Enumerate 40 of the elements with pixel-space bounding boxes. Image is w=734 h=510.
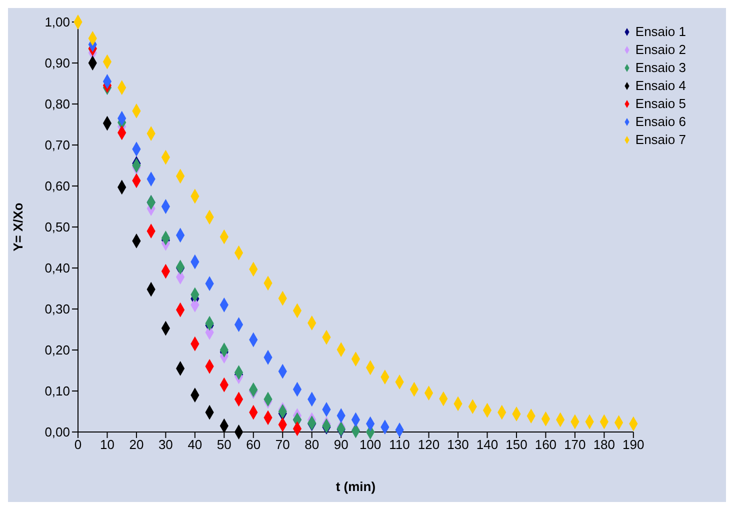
- y-tick-label: 1,00: [44, 14, 70, 30]
- y-axis-title: Y= X/Xo: [10, 202, 26, 252]
- y-tick-label: 0,40: [44, 260, 70, 276]
- y-tick-label: 0,20: [44, 342, 70, 358]
- legend-label: Ensaio 6: [635, 114, 686, 129]
- x-tick-label: 70: [275, 437, 290, 452]
- y-tick-label: 0,90: [44, 56, 70, 71]
- legend-label: Ensaio 5: [635, 96, 686, 111]
- legend-label: Ensaio 7: [635, 132, 686, 147]
- legend-label: Ensaio 3: [635, 60, 686, 75]
- x-tick-label: 130: [447, 437, 469, 452]
- y-tick-label: 0,00: [44, 424, 70, 440]
- y-tick-label: 0,60: [44, 178, 70, 194]
- x-tick-label: 40: [188, 437, 202, 452]
- x-tick-label: 20: [129, 437, 144, 452]
- x-tick-label: 150: [506, 437, 528, 452]
- y-tick-label: 0,70: [44, 138, 70, 153]
- x-tick-label: 160: [534, 437, 557, 452]
- x-tick-label: 180: [593, 437, 616, 452]
- x-tick-label: 90: [334, 437, 348, 452]
- x-tick-label: 120: [418, 437, 440, 452]
- y-tick-label: 0,50: [44, 220, 70, 235]
- x-axis-title: t (min): [336, 479, 376, 494]
- y-tick-label: 0,80: [44, 96, 70, 112]
- y-tick-label: 0,10: [44, 384, 70, 399]
- x-tick-label: 100: [359, 437, 382, 452]
- x-tick-label: 30: [158, 437, 173, 452]
- legend-label: Ensaio 1: [635, 24, 686, 39]
- legend-label: Ensaio 4: [635, 78, 686, 93]
- x-tick-label: 80: [304, 437, 320, 452]
- x-tick-label: 0: [74, 437, 82, 452]
- x-tick-label: 110: [389, 437, 410, 452]
- x-tick-label: 60: [246, 437, 261, 452]
- x-tick-label: 10: [100, 437, 114, 452]
- x-tick-label: 50: [216, 437, 232, 452]
- y-tick-label: 0,30: [44, 302, 70, 317]
- x-tick-label: 170: [564, 437, 586, 452]
- x-tick-label: 140: [476, 437, 498, 452]
- legend-label: Ensaio 2: [635, 42, 686, 57]
- x-tick-label: 190: [622, 437, 644, 452]
